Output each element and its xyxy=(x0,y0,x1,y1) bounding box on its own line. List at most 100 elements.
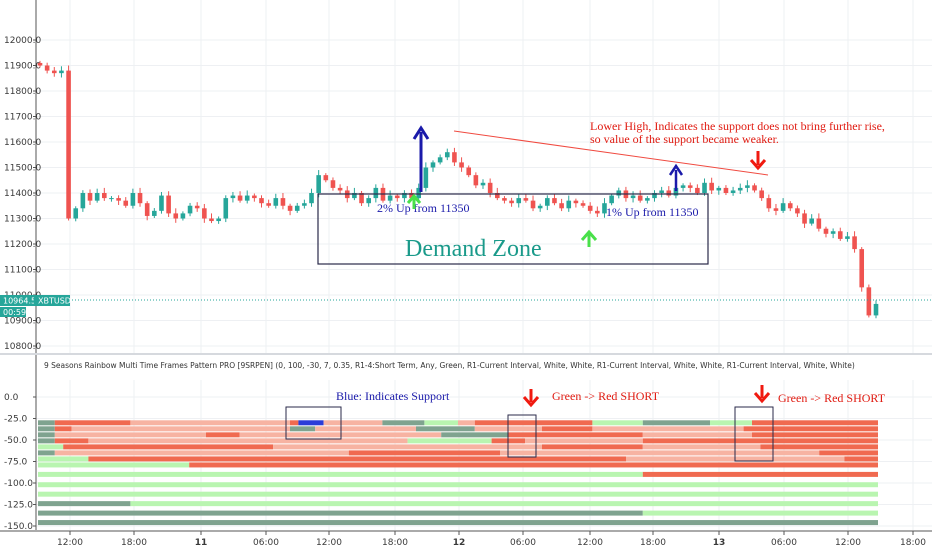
candle-body xyxy=(759,190,764,199)
time-label: 18:00 xyxy=(121,538,147,548)
candle-body xyxy=(273,198,279,206)
countdown-tag: 00:59 xyxy=(0,307,26,317)
indicator-segment xyxy=(752,420,878,426)
candle-body xyxy=(459,162,464,168)
candle-body xyxy=(216,218,221,222)
indicator-segment xyxy=(206,432,240,438)
candle-body xyxy=(645,198,650,201)
up1-label: 1% Up from 11350 xyxy=(606,205,699,219)
candlestick-series xyxy=(37,60,879,319)
price-tick-label: 11200.0 xyxy=(4,240,41,250)
indicator-segment xyxy=(407,438,492,444)
candle-body xyxy=(752,185,757,191)
indicator-segment xyxy=(239,432,442,438)
candle-body xyxy=(51,70,57,74)
candle-body xyxy=(337,187,343,191)
indicator-segment xyxy=(38,482,878,488)
candle-body xyxy=(294,205,300,211)
candle-body xyxy=(266,203,271,206)
indicator-segment xyxy=(38,501,131,507)
indicator-segment xyxy=(38,420,55,426)
indicator-segment xyxy=(290,426,316,432)
candle-body xyxy=(252,195,257,199)
indicator-segment xyxy=(642,420,710,426)
candle-body xyxy=(695,187,700,193)
red-down-arrow-icon xyxy=(753,385,771,404)
indicator-segment xyxy=(38,444,64,450)
candle-body xyxy=(509,200,514,204)
indicator-segment xyxy=(508,432,643,438)
time-label: 13 xyxy=(713,538,726,548)
candle-body xyxy=(409,193,414,199)
time-label: 18:00 xyxy=(900,538,926,548)
time-label: 06:00 xyxy=(771,538,797,548)
indicator-tick-label: -75.0 xyxy=(4,458,28,468)
candle-body xyxy=(323,175,329,181)
candle-body xyxy=(287,205,293,211)
indicator-segment xyxy=(54,432,206,438)
up2-label: 2% Up from 11350 xyxy=(377,201,470,215)
candle-body xyxy=(852,236,857,250)
price-tick-label: 11100.0 xyxy=(4,266,41,276)
candle-body xyxy=(687,185,693,188)
indicator-segment xyxy=(38,471,643,477)
indicator-segment xyxy=(382,420,425,426)
time-label: 12:00 xyxy=(835,538,861,548)
time-label: 12:00 xyxy=(57,538,83,548)
indicator-segment xyxy=(38,438,55,444)
candle-body xyxy=(102,193,107,199)
indicator-segment xyxy=(38,462,190,468)
candle-body xyxy=(816,218,822,229)
candle-body xyxy=(373,187,379,199)
indicator-segment xyxy=(819,450,878,456)
indicator-segment xyxy=(323,420,383,426)
candle-body xyxy=(109,198,114,200)
blue-up-arrow-icon xyxy=(412,125,430,192)
candle-body xyxy=(44,65,50,71)
price-tick-label: 11500.0 xyxy=(4,164,41,174)
candle-body xyxy=(873,303,879,316)
indicator-segment xyxy=(642,438,878,444)
indicator-segment xyxy=(542,444,643,450)
time-label: 06:00 xyxy=(253,538,279,548)
candle-body xyxy=(545,198,550,206)
candle-body xyxy=(716,187,722,191)
time-label: 18:00 xyxy=(382,538,408,548)
candle-body xyxy=(437,157,443,163)
candle-body xyxy=(352,193,357,199)
candle-body xyxy=(837,231,843,239)
candle-body xyxy=(130,193,136,206)
candle-body xyxy=(595,210,600,214)
indicator-tick-label: -125.0 xyxy=(4,501,33,511)
indicator-segment xyxy=(642,471,878,477)
candle-body xyxy=(530,200,536,209)
indicator-segment xyxy=(38,432,55,438)
candle-body xyxy=(652,193,657,199)
candle-body xyxy=(123,200,129,206)
indicator-segment xyxy=(130,420,290,426)
candle-body xyxy=(659,190,664,193)
indicator-segment xyxy=(424,420,458,426)
candle-body xyxy=(573,200,579,204)
indicator-segment xyxy=(642,510,878,516)
candle-body xyxy=(559,203,564,209)
candle-body xyxy=(616,190,622,196)
indicator-segment xyxy=(592,420,643,426)
candle-body xyxy=(137,193,143,204)
candle-body xyxy=(66,70,71,219)
red-down-arrow-icon xyxy=(749,151,767,171)
price-tick-label: 11300.0 xyxy=(4,215,41,225)
candle-body xyxy=(866,287,872,316)
candle-body xyxy=(602,203,607,214)
candle-body xyxy=(423,167,429,188)
price-tick-label: 11700.0 xyxy=(4,113,41,123)
lower-high-line xyxy=(453,130,769,176)
candle-body xyxy=(73,208,79,219)
candle-body xyxy=(745,185,750,188)
candle-body xyxy=(802,213,807,224)
candle-body xyxy=(87,193,93,201)
candle-body xyxy=(780,203,786,211)
candle-body xyxy=(673,187,679,196)
indicator-segment xyxy=(88,456,626,462)
